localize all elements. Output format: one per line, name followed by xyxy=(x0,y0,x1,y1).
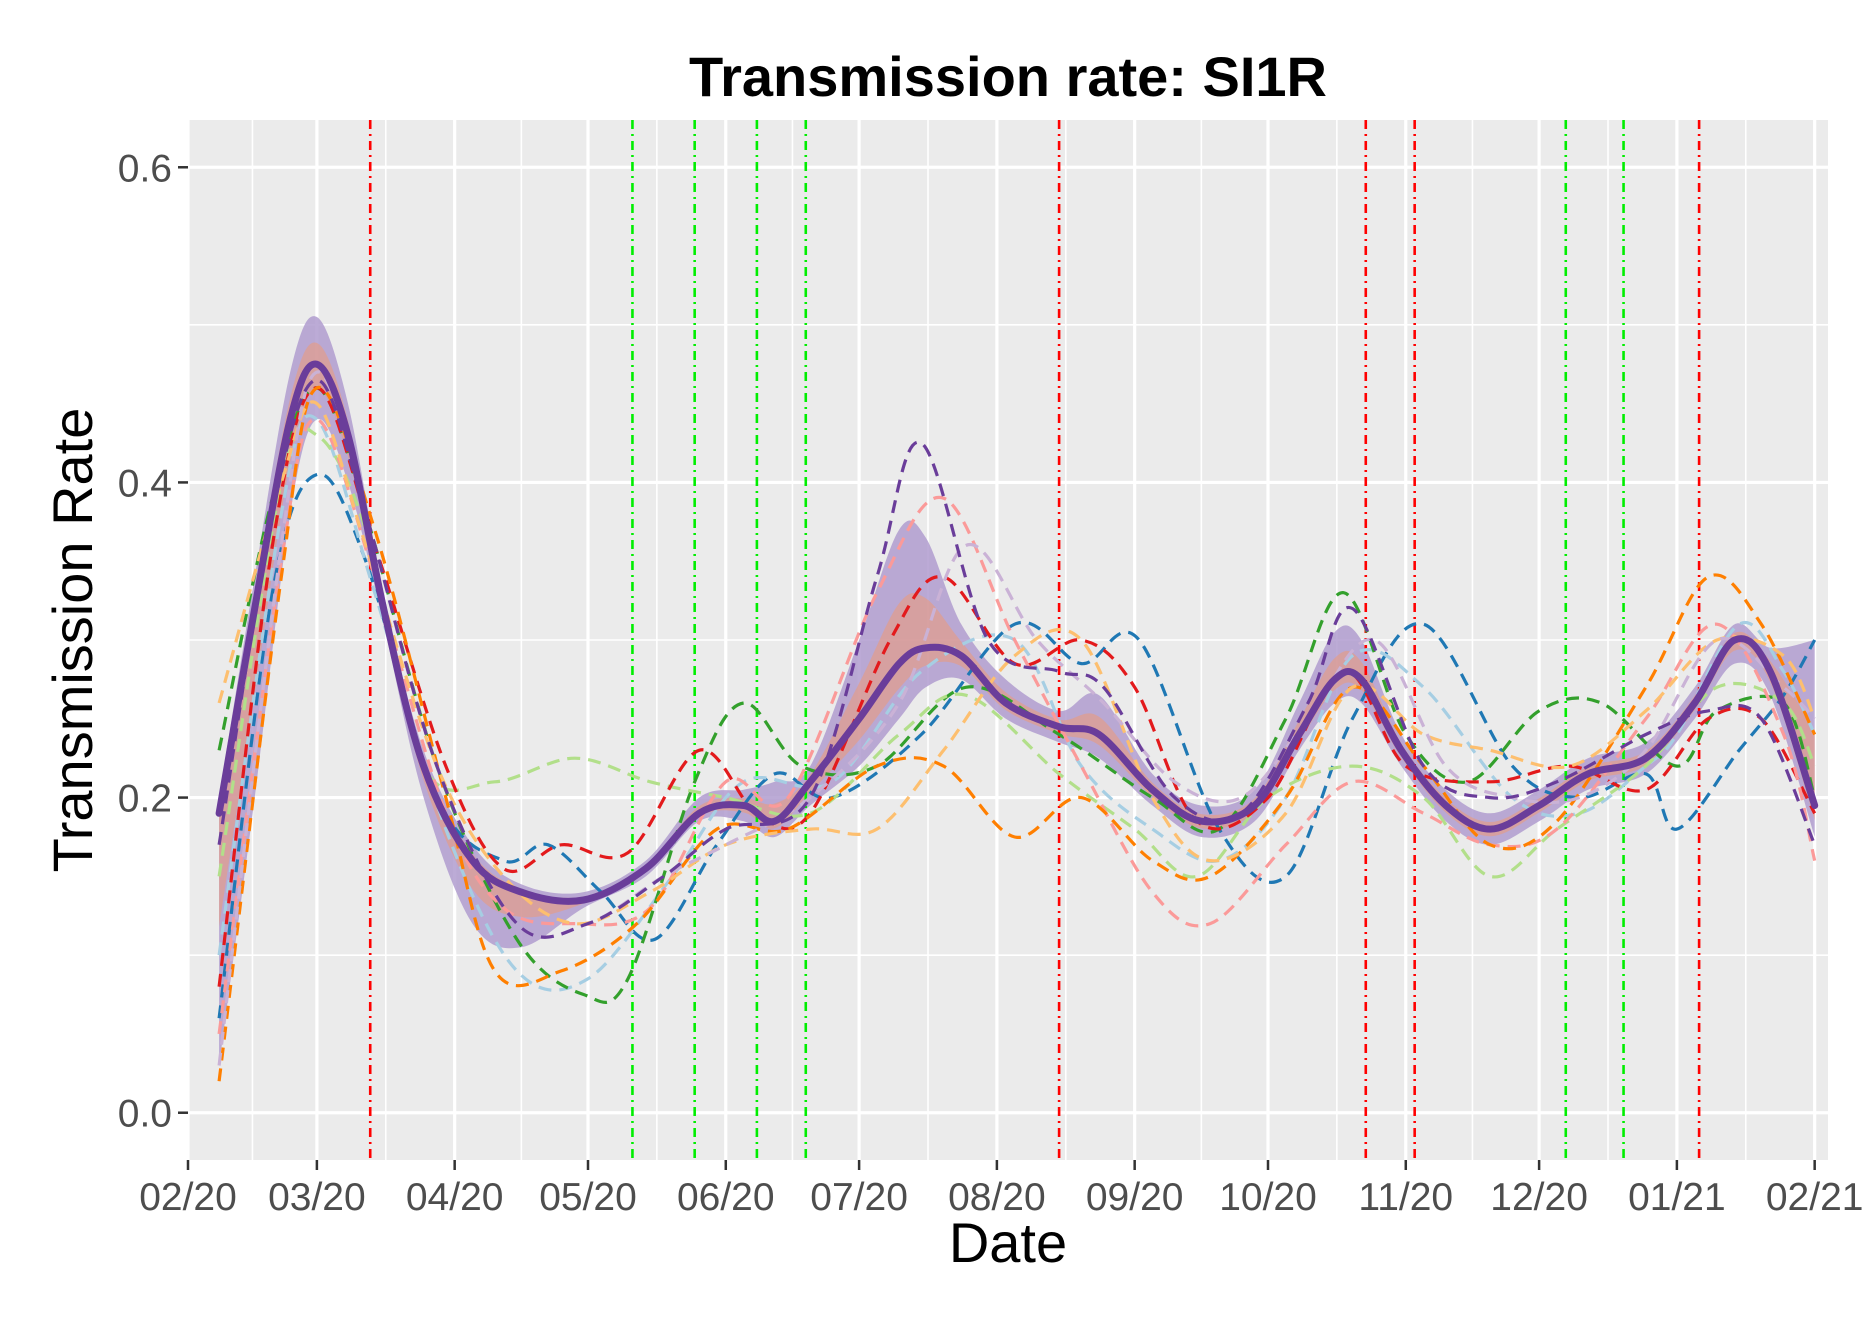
x-tick-label: 12/20 xyxy=(1490,1176,1588,1219)
x-axis: 02/20 03/20 04/20 05/20 06/20 07/20 08/20 09/20… xyxy=(139,1160,1863,1219)
x-tick-label: 08/20 xyxy=(948,1176,1046,1219)
series-line xyxy=(217,400,1817,926)
mean-line xyxy=(215,360,1819,905)
y-axis-title: Transmission Rate xyxy=(41,408,104,873)
chart-title: Transmission rate: SI1R xyxy=(689,45,1327,108)
x-tick-label: 04/20 xyxy=(406,1176,504,1219)
x-tick-label: 01/21 xyxy=(1628,1176,1726,1219)
x-tick-label: 02/20 xyxy=(139,1176,237,1219)
x-axis-title: Date xyxy=(949,1211,1067,1274)
minor-gridlines xyxy=(188,120,1828,1160)
series-line xyxy=(217,378,1817,939)
mean-confidence-band xyxy=(219,316,1815,1066)
x-tick-label: 03/20 xyxy=(268,1176,366,1219)
series-lines xyxy=(217,370,1817,1082)
event-lines xyxy=(368,120,1701,1160)
y-tick-label: 0.0 xyxy=(118,1093,172,1136)
y-axis: 0.0 0.2 0.4 0.6 xyxy=(118,147,188,1136)
y-tick-label: 0.2 xyxy=(118,778,172,821)
series-line xyxy=(217,414,1817,992)
x-tick-label: 07/20 xyxy=(810,1176,908,1219)
series-line xyxy=(217,385,1817,1082)
x-tick-label: 09/20 xyxy=(1086,1176,1184,1219)
x-tick-label: 02/21 xyxy=(1766,1176,1864,1219)
y-tick-label: 0.4 xyxy=(118,462,172,505)
series-line xyxy=(217,370,1816,1066)
x-tick-label: 05/20 xyxy=(539,1176,637,1219)
confidence-bands xyxy=(219,316,1815,1066)
mean-series xyxy=(215,360,1819,905)
x-tick-label: 06/20 xyxy=(677,1176,775,1219)
y-tick-label: 0.6 xyxy=(118,147,172,190)
x-tick-label: 10/20 xyxy=(1219,1176,1317,1219)
x-tick-label: 11/20 xyxy=(1358,1176,1453,1219)
